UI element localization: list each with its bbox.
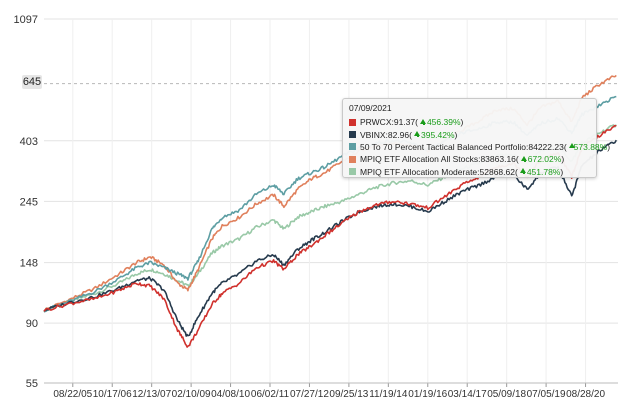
x-tick-label: 07/05/19 bbox=[527, 389, 566, 400]
legend-swatch bbox=[349, 168, 356, 176]
y-tick-label: 55 bbox=[26, 378, 38, 390]
up-arrow-icon bbox=[522, 171, 525, 175]
tooltip: 07/09/2021 PRWCX:91.37(456.39%) VBINX:82.… bbox=[342, 98, 610, 178]
x-tick-label: 09/25/13 bbox=[329, 389, 368, 400]
y-tick-label: 245 bbox=[20, 196, 38, 208]
tooltip-paren: ) bbox=[454, 129, 458, 140]
up-arrow-icon bbox=[523, 158, 526, 162]
up-arrow-icon bbox=[416, 134, 419, 138]
legend-swatch bbox=[349, 131, 356, 139]
up-arrow-icon bbox=[422, 121, 425, 125]
tooltip-paren: ) bbox=[561, 154, 565, 165]
y-tick-label: 90 bbox=[26, 318, 38, 330]
x-tick-label: 01/19/16 bbox=[408, 389, 447, 400]
up-arrow-icon bbox=[520, 155, 527, 161]
tooltip-change: 672.02% bbox=[527, 154, 562, 165]
x-tick-label: 07/27/12 bbox=[290, 389, 329, 400]
y-tick-label: 403 bbox=[20, 136, 38, 148]
up-arrow-icon bbox=[413, 131, 420, 137]
hover-value-badge: 645 bbox=[22, 75, 42, 89]
x-tick-label: 08/28/20 bbox=[566, 389, 605, 400]
x-tick-label: 12/13/07 bbox=[132, 389, 171, 400]
x-tick-label: 05/09/18 bbox=[487, 389, 526, 400]
tooltip-row: VBINX:82.96( 395.42%) bbox=[349, 128, 590, 140]
tooltip-change: 456.39% bbox=[426, 117, 461, 128]
tooltip-date: 07/09/2021 bbox=[349, 103, 392, 113]
x-tick-label: 08/22/05 bbox=[53, 389, 92, 400]
legend-swatch bbox=[349, 118, 356, 126]
legend-swatch bbox=[349, 143, 356, 151]
up-arrow-icon bbox=[519, 168, 526, 174]
y-tick-label: 1097 bbox=[14, 14, 38, 26]
tooltip-paren: ) bbox=[607, 141, 611, 152]
tooltip-series-label: VBINX:82.96( bbox=[360, 129, 412, 140]
up-arrow-icon bbox=[419, 118, 426, 124]
tooltip-row: 50 To 70 Percent Tactical Balanced Portf… bbox=[349, 141, 610, 153]
tooltip-series-label: MPIQ ETF Allocation All Stocks:83863.16( bbox=[360, 154, 519, 165]
up-arrow-icon bbox=[568, 143, 575, 149]
y-tick-label: 148 bbox=[20, 258, 38, 270]
tooltip-paren: ) bbox=[560, 166, 564, 177]
tooltip-series-label: MPIQ ETF Allocation Moderate:52868.62( bbox=[360, 166, 518, 177]
tooltip-paren: ) bbox=[460, 117, 464, 128]
x-tick-label: 11/19/14 bbox=[369, 389, 408, 400]
x-tick-label: 10/17/06 bbox=[93, 389, 132, 400]
tooltip-series-label: 50 To 70 Percent Tactical Balanced Portf… bbox=[360, 141, 567, 152]
tooltip-change: 573.88% bbox=[573, 141, 608, 152]
tooltip-series-label: PRWCX:91.37( bbox=[360, 117, 418, 128]
tooltip-change: 395.42% bbox=[420, 129, 455, 140]
series-line bbox=[43, 139, 617, 337]
tooltip-row: PRWCX:91.37( 456.39%) bbox=[349, 116, 590, 128]
tooltip-change: 451.78% bbox=[526, 166, 561, 177]
x-tick-label: 06/02/11 bbox=[251, 389, 290, 400]
x-tick-label: 03/14/17 bbox=[448, 389, 487, 400]
x-tick-label: 02/10/09 bbox=[172, 389, 211, 400]
tooltip-row: MPIQ ETF Allocation All Stocks:83863.16(… bbox=[349, 153, 590, 165]
x-tick-label: 04/08/10 bbox=[211, 389, 250, 400]
tooltip-row: MPIQ ETF Allocation Moderate:52868.62( 45… bbox=[349, 166, 590, 178]
legend-swatch bbox=[349, 155, 356, 163]
